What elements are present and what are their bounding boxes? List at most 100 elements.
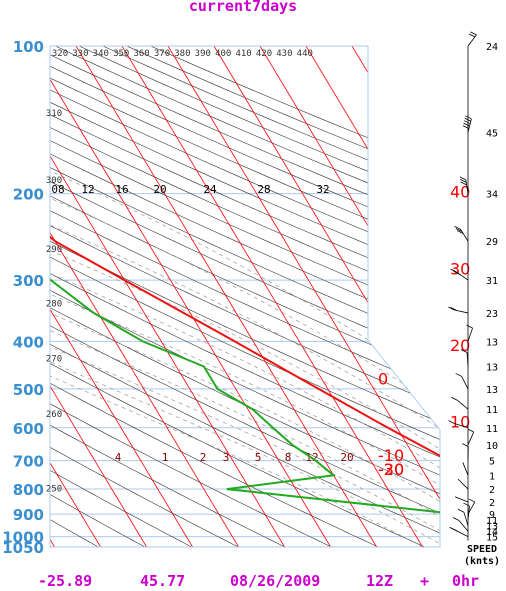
wind-barb: [467, 31, 477, 47]
isotherm-line: [50, 46, 239, 547]
isotherm-line: [121, 46, 423, 547]
dry-adiabat: [50, 46, 239, 547]
footer-plus: +: [420, 572, 429, 590]
theta-label: 250: [46, 485, 62, 495]
wind-barb-shaft: [467, 34, 477, 47]
wind-barb-feather: [448, 306, 455, 311]
theta-label: 280: [46, 300, 62, 310]
temperature-tick-label: 20: [450, 336, 470, 355]
dry-adiabat: [50, 46, 99, 547]
dry-adiabat: [50, 46, 440, 547]
theta-label: 380: [174, 49, 190, 59]
mixing-ratio-label: 24: [203, 183, 217, 196]
wind-barb-feather: [455, 373, 462, 377]
temperature-tick-label: 40: [450, 183, 470, 202]
theta-label: 360: [133, 49, 149, 59]
wind-barb-feather: [448, 420, 455, 425]
pressure-tick-label: 600: [13, 420, 44, 438]
theta-label: 400: [215, 49, 231, 59]
wind-speed-label: 1: [489, 471, 495, 482]
wind-speed-label: 11: [486, 424, 498, 435]
moist-adiabat: [50, 132, 440, 547]
pressure-tick-label: 800: [13, 481, 44, 499]
wind-barb-shaft: [461, 376, 469, 390]
dry-adiabat: [50, 46, 379, 547]
mixing-ratio-label-lower: 4: [115, 451, 122, 464]
dry-adiabat: [50, 46, 440, 547]
wind-barb-feather: [457, 508, 465, 513]
wind-barb: [466, 324, 473, 342]
wind-barb-feather: [463, 502, 470, 507]
wind-barb-feather: [451, 528, 458, 532]
theta-label: 430: [276, 49, 292, 59]
wind-barb-feather: [468, 33, 476, 38]
isotherm-line: [213, 46, 440, 547]
pressure-tick-label: 200: [13, 186, 44, 204]
wind-speed-label: 13: [486, 385, 498, 396]
theta-label: 260: [46, 410, 62, 420]
wind-barb-feather: [470, 31, 477, 36]
plot-border: [49, 45, 441, 548]
pressure-tick-label: 700: [13, 453, 44, 471]
theta-label: 340: [93, 49, 109, 59]
theta-label: 270: [46, 355, 62, 365]
axis-labels: 10020030040050060070080090010001050-100-…: [2, 38, 470, 557]
footer-lat: -25.89: [38, 572, 92, 590]
mixing-ratio-label-lower: 1: [162, 451, 169, 464]
dry-adiabat: [50, 46, 440, 547]
speed-label: SPEED: [467, 544, 497, 555]
temperature-tick-label: 0: [378, 369, 388, 388]
wind-barb-shaft: [458, 520, 469, 532]
wind-barb-feather: [452, 517, 460, 521]
isotherm-line: [50, 46, 147, 547]
mixing-ratio-label: 12: [81, 183, 94, 196]
wind-speed-label: 34: [486, 190, 498, 201]
dry-adiabat: [55, 46, 440, 547]
moist-adiabat: [50, 132, 440, 547]
theta-label: 410: [235, 49, 251, 59]
theta-label: 350: [113, 49, 129, 59]
temperature-tick-label: -20: [378, 460, 404, 479]
wind-speed-label: 45: [486, 128, 498, 139]
wind-barb-feather: [451, 396, 458, 401]
wind-barb-feather: [467, 428, 474, 433]
theta-label: 330: [72, 49, 88, 59]
dry-adiabat: [50, 46, 440, 547]
wind-barb-feather: [463, 122, 470, 127]
wind-barb-feather: [457, 230, 464, 234]
isotherm-line: [444, 46, 506, 547]
wind-barb-feather: [454, 225, 461, 230]
wind-barb: [457, 478, 469, 490]
dry-adiabat: [50, 46, 440, 547]
wind-barb: [448, 420, 469, 429]
wind-barb: [460, 349, 469, 367]
wind-barb-feather: [464, 120, 471, 125]
moist-adiabat: [50, 132, 440, 547]
sounding-series: [50, 46, 440, 538]
theta-label: 440: [297, 49, 313, 59]
dry-adiabat: [50, 46, 440, 547]
dry-adiabat: [50, 46, 146, 547]
dry-adiabat: [50, 46, 440, 547]
dewpoint-line: [50, 100, 440, 538]
moist-adiabat: [50, 132, 440, 547]
mixing-ratio-label-lower: 20: [340, 451, 353, 464]
wind-speed-label: 29: [486, 237, 498, 248]
footer-hour: 12Z: [366, 572, 393, 590]
wind-speed-label: 23: [486, 309, 498, 320]
theta-label: 420: [256, 49, 272, 59]
plot-border: [49, 45, 441, 548]
dry-adiabat: [50, 46, 440, 547]
chart-title: current7days: [189, 0, 297, 15]
dry-adiabat: [50, 46, 440, 547]
isotherm-line: [305, 46, 440, 547]
wind-barb: [449, 526, 469, 537]
dry-adiabat: [102, 46, 440, 547]
theta-label: 300: [46, 176, 62, 186]
dry-adiabat: [50, 46, 440, 547]
moist-adiabat: [50, 132, 440, 547]
wind-speed-label: 13: [486, 522, 498, 533]
mixing-ratio-label: 08: [51, 183, 64, 196]
wind-speed-label: 2: [489, 485, 495, 496]
wind-barb-shaft: [454, 496, 469, 503]
